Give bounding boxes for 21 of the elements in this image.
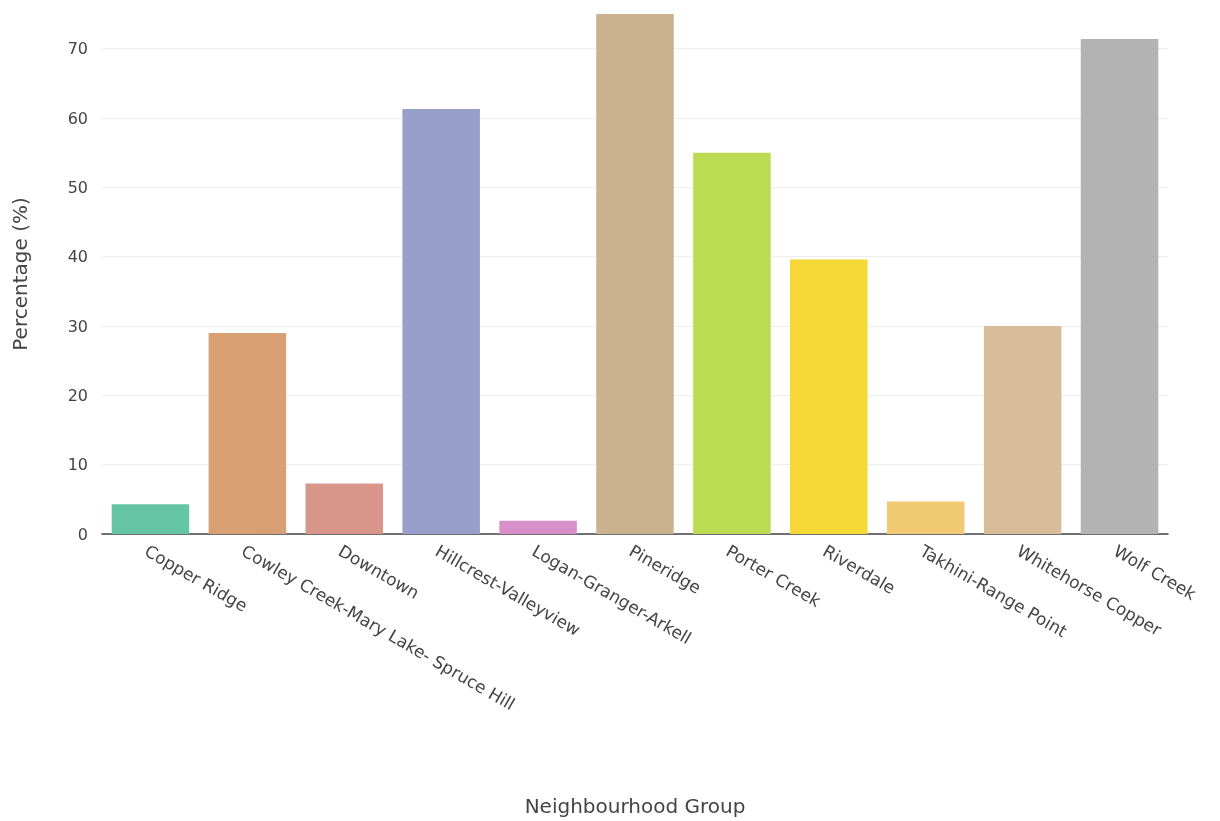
y-tick-label: 70: [67, 39, 88, 59]
y-tick-label: 20: [67, 385, 88, 405]
bar: [790, 259, 868, 534]
bar: [983, 326, 1062, 534]
y-tick-label: 10: [67, 455, 88, 475]
y-tick-label: 40: [67, 247, 88, 267]
bar: [886, 501, 965, 534]
bar: [402, 108, 480, 534]
bar: [693, 152, 771, 534]
x-axis-title: Neighbourhood Group: [524, 794, 746, 818]
y-tick-label: 0: [77, 524, 88, 544]
y-tick-label: 50: [67, 177, 88, 197]
bar: [1080, 38, 1159, 534]
y-tick-label: 30: [67, 316, 88, 336]
bar: [111, 504, 190, 534]
bar: [499, 520, 577, 534]
y-tick-label: 60: [67, 108, 88, 128]
bar: [305, 483, 384, 534]
bar: [596, 14, 674, 534]
bar: [208, 332, 287, 534]
y-axis-title: Percentage (%): [8, 197, 32, 351]
